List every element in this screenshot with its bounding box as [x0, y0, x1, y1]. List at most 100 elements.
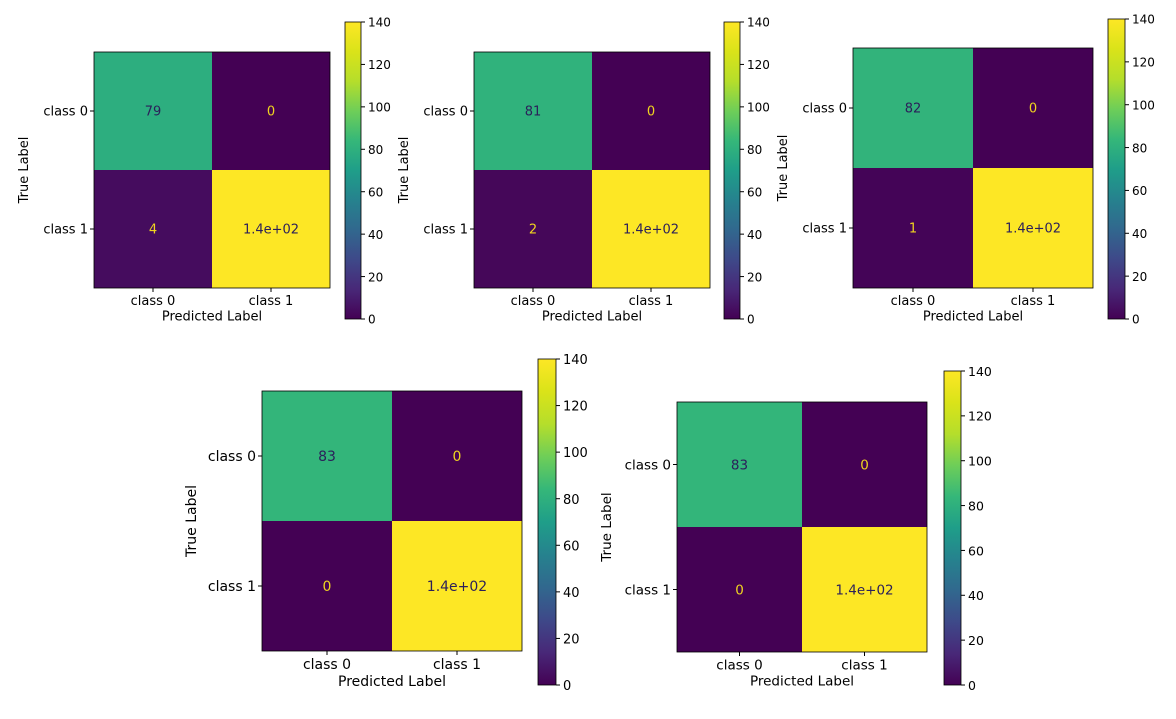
colorbar-tick-label: 140 — [1132, 13, 1155, 27]
colorbar-tick-label: 60 — [563, 539, 580, 554]
matrix-cell — [592, 52, 710, 170]
colorbar-tick-label: 60 — [1132, 184, 1147, 198]
matrix-cell — [973, 48, 1093, 168]
matrix-cell — [392, 521, 522, 651]
cell-value-label: 0 — [1029, 102, 1037, 117]
cell-value-label: 1.4e+02 — [243, 223, 299, 238]
colorbar-tick-label: 140 — [968, 364, 992, 379]
plot-frame — [473, 51, 711, 289]
matrix-cell — [853, 168, 973, 288]
cell-value-label: 81 — [525, 105, 542, 120]
colorbar-tick-label: 120 — [563, 400, 588, 415]
colorbar-tick-label: 120 — [747, 58, 770, 72]
colorbar-tick-label: 0 — [968, 678, 976, 693]
x-axis-label: Predicted Label — [162, 310, 262, 325]
matrix-cell — [677, 527, 802, 652]
cell-value-label: 0 — [323, 579, 332, 595]
y-axis-label: True Label — [776, 135, 791, 203]
colorbar-tick-label: 140 — [747, 16, 770, 30]
colorbar-tick-label: 40 — [747, 228, 762, 242]
x-tick-label: class 0 — [716, 658, 762, 674]
y-tick-label: class 0 — [423, 105, 468, 120]
x-tick-label: class 1 — [841, 658, 887, 674]
y-tick-label: class 0 — [43, 105, 88, 120]
colorbar-tick-label: 20 — [747, 270, 762, 284]
matrix-cell — [474, 170, 592, 288]
colorbar-tick-label: 100 — [747, 101, 770, 115]
y-axis-label: True Label — [17, 137, 32, 205]
matrix-cell — [94, 170, 212, 288]
cell-value-label: 83 — [731, 457, 748, 473]
colorbar-tick-label: 0 — [747, 313, 755, 327]
y-tick-label: class 1 — [802, 222, 847, 237]
cell-value-label: 1 — [909, 222, 917, 237]
x-tick-label: class 0 — [891, 294, 936, 309]
cell-value-label: 0 — [267, 105, 275, 120]
colorbar-tick-label: 0 — [1132, 313, 1140, 327]
colorbar-tick-label: 100 — [1132, 98, 1155, 112]
matrix-cell — [853, 48, 973, 168]
cell-value-label: 82 — [905, 102, 922, 117]
y-tick-label: class 0 — [802, 102, 847, 117]
cell-value-label: 0 — [860, 457, 869, 473]
colorbar-tick-label: 100 — [563, 446, 588, 461]
colorbar-tick-label: 140 — [368, 16, 391, 30]
matrix-cell — [94, 52, 212, 170]
y-tick-label: class 1 — [423, 223, 468, 238]
cell-value-label: 83 — [318, 449, 336, 465]
cell-value-label: 0 — [735, 582, 744, 598]
matrix-cell — [262, 521, 392, 651]
colorbar — [1107, 18, 1126, 320]
x-tick-label: class 1 — [249, 294, 294, 309]
colorbar-tick-label: 80 — [1132, 141, 1147, 155]
cell-value-label: 1.4e+02 — [1005, 222, 1061, 237]
colorbar-tick-label: 40 — [368, 228, 383, 242]
y-tick-label: class 1 — [43, 223, 88, 238]
matrix-cell — [262, 391, 392, 521]
matrix-cell — [392, 391, 522, 521]
y-axis-label: True Label — [184, 485, 200, 558]
colorbar-tick-label: 60 — [747, 185, 762, 199]
plot-frame — [93, 51, 331, 289]
matrix-cell — [474, 52, 592, 170]
colorbar-tick-label: 0 — [368, 313, 376, 327]
colorbar-tick-label: 80 — [563, 493, 580, 508]
y-tick-label: class 0 — [208, 449, 256, 465]
cell-value-label: 1.4e+02 — [427, 579, 487, 595]
colorbar — [943, 370, 962, 686]
cell-value-label: 1.4e+02 — [835, 582, 893, 598]
plot-frame — [852, 47, 1094, 289]
matrix-cell — [677, 402, 802, 527]
cell-value-label: 0 — [647, 105, 655, 120]
x-tick-label: class 1 — [1011, 294, 1056, 309]
colorbar-tick-label: 100 — [368, 101, 391, 115]
cell-value-label: 0 — [453, 449, 462, 465]
matrix-cell — [212, 52, 330, 170]
colorbar-tick-label: 60 — [368, 185, 383, 199]
y-axis-label: True Label — [599, 492, 615, 562]
x-axis-label: Predicted Label — [750, 674, 854, 690]
cell-value-label: 2 — [529, 223, 537, 238]
x-tick-label: class 1 — [629, 294, 674, 309]
colorbar-tick-label: 120 — [968, 409, 992, 424]
colorbar-tick-label: 100 — [968, 454, 992, 469]
matrix-cell — [802, 402, 927, 527]
x-tick-label: class 0 — [511, 294, 556, 309]
colorbar-tick-label: 40 — [968, 588, 984, 603]
colorbar-tick-label: 120 — [368, 58, 391, 72]
x-axis-label: Predicted Label — [542, 310, 642, 325]
colorbar — [344, 21, 362, 320]
colorbar-tick-label: 140 — [563, 353, 588, 368]
plot-frame — [676, 401, 928, 653]
colorbar-tick-label: 20 — [968, 633, 984, 648]
colorbar-tick-label: 80 — [747, 143, 762, 157]
y-tick-label: class 1 — [625, 582, 671, 598]
colorbar-tick-label: 40 — [563, 586, 580, 601]
cell-value-label: 1.4e+02 — [623, 223, 679, 238]
